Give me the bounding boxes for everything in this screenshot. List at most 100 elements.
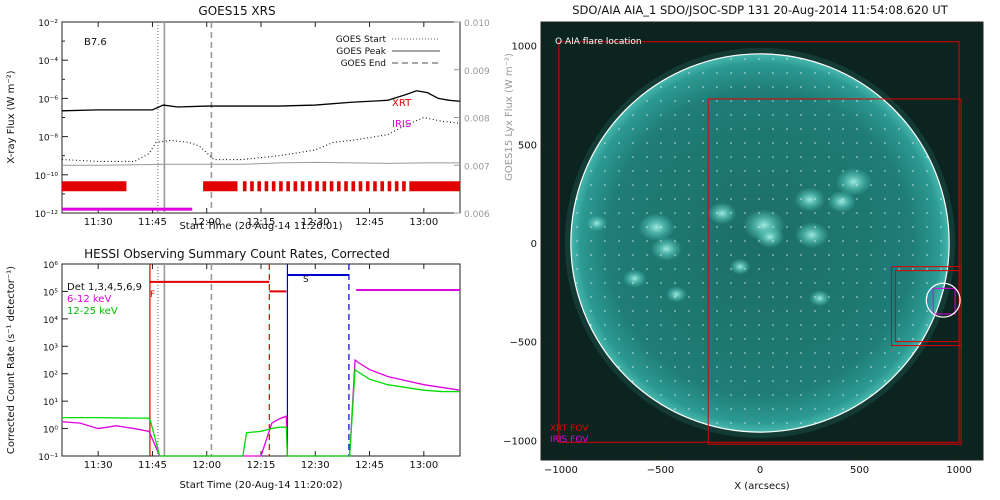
hessi-y-tick-label: 10⁵ [43,288,58,298]
goes-coverage-xrt [358,181,363,192]
goes-ylabel-left: X-ray Flux (W m⁻²) [6,70,17,163]
aia-x-tick-label: 1000 [946,465,971,476]
aia-limb-circle [570,53,950,433]
aia-x-tick-label: 0 [757,465,763,476]
hessi-y-tick-label: 10² [43,371,58,381]
hessi-y-tick-label: 10¹ [43,398,58,408]
goes-coverage-xrt [394,181,399,192]
hessi-legend-6-12: 6-12 keV [67,294,111,305]
aia-fov-overlays [558,41,962,445]
goes-y-tick-label: 10⁻¹⁰ [35,172,59,182]
hessi-event-lines [149,264,350,456]
goes-coverage-xrt [365,181,370,192]
goes-y-tick-label: 10⁻² [38,19,58,29]
goes-coverage-xrt [373,181,377,192]
aia-y-tick-label: 1000 [512,42,537,53]
goes-x-tick-label: 11:45 [138,217,167,228]
aia-frame [540,21,984,461]
goes-x-tick-label: 11:30 [84,217,113,228]
goes-yright-tick-label: 0.007 [464,162,490,172]
goes-coverage-xrt [351,181,356,192]
goes-coverage-xrt [409,181,460,192]
goes-series [61,90,461,166]
hessi-series-6-12-kev [61,358,461,457]
goes-coverage-xrt [279,181,283,192]
goes-series-line [61,90,461,112]
goes-xrt-label: XRT [392,98,412,109]
aia-y-tick-label: 0 [531,239,537,250]
goes-ylabel-right: GOES15 Lyx Flux (W m⁻²) [504,53,515,181]
hessi-series [61,358,461,457]
hessi-panel: HESSI Observing Summary Count Rates, Cor… [6,247,461,491]
legend-goes-start: GOES Start [336,35,387,45]
hessi-y-tick-label: 10⁻¹ [38,453,58,463]
hessi-y-tick-label: 10⁶ [43,261,58,271]
goes-coverage-xrt [322,181,327,192]
legend-goes-end: GOES End [341,59,386,69]
goes-y-tick-label: 10⁻⁴ [38,57,58,67]
hessi-legend: Det 1,3,4,5,6,9 6-12 keV 12-25 keV [67,282,142,317]
hessi-y-tick-label: 10³ [43,343,58,353]
hessi-x-tick-label: 12:45 [355,460,384,471]
goes-x-tick-label: 12:30 [301,217,330,228]
goes-coverage-xrt [380,181,385,192]
goes-xlabel: Start Time (20-Aug-14 11:20:01) [179,221,342,232]
aia-xlabel: X (arcsecs) [734,481,790,492]
goes-coverage-xrt [271,181,276,192]
goes-coverage-xrt [402,181,406,192]
aia-title: SDO/AIA AIA_1 SDO/JSOC-SDP 131 20-Aug-20… [572,3,948,17]
goes-legend: GOES Start GOES Peak GOES End [336,35,440,69]
goes-axes: 11:30 11:45 12:00 12:15 12:30 12:45 13:00 10⁻¹²… [35,19,490,228]
goes-coverage-xrt [300,181,305,192]
aia-sun-disk [564,47,956,439]
goes-y-tick-label: 10⁻⁶ [38,95,58,105]
goes-series-line [62,161,460,166]
goes-coverage-xrt [293,181,298,192]
hessi-x-tick-label: 12:30 [301,460,330,471]
goes-coverage-xrt [62,181,127,192]
hessi-x-tick-label: 13:00 [409,460,438,471]
goes-title: GOES15 XRS [198,4,275,18]
aia-y-tick-label: −500 [510,338,537,349]
hessi-title: HESSI Observing Summary Count Rates, Cor… [84,247,390,261]
goes-coverage-xrt [387,181,392,192]
goes-x-tick-label: 12:15 [247,217,276,228]
hessi-legend-detectors: Det 1,3,4,5,6,9 [67,282,142,293]
hessi-legend-12-25: 12-25 keV [67,306,118,317]
goes-coverage-xrt [257,181,261,192]
aia-fov-box [932,287,956,315]
goes-coverage-iris [62,207,193,211]
hessi-flag-s-label: S [303,275,309,285]
hessi-x-tick-label: 11:30 [84,460,113,471]
goes-coverage-xrt [250,181,254,192]
goes-coverage-xrt [329,181,334,192]
aia-fov-box [890,266,962,347]
goes-coverage-xrt [336,181,341,192]
hessi-x-tick-label: 12:15 [247,460,276,471]
aia-iris-fov-label: IRIS FOV [550,435,589,445]
aia-x-tick-label: −1000 [544,465,578,476]
goes-coverage-bars [62,181,460,211]
goes-coverage-xrt [344,181,348,192]
aia-grid-dots [570,53,950,433]
goes-iris-label: IRIS [392,119,411,130]
goes-class-label: B7.6 [84,37,107,48]
aia-xrt-fov-label: XRT FOV [550,424,589,434]
goes-coverage-xrt [203,181,238,192]
aia-fov-box [558,41,960,443]
goes-coverage-xrt [264,181,269,192]
goes-yright-tick-label: 0.008 [464,115,490,125]
hessi-flag-bars [149,273,460,293]
hessi-xlabel: Start Time (20-Aug-14 11:20:02) [179,480,342,491]
goes-y-tick-label: 10⁻¹² [35,210,59,220]
goes-coverage-xrt [242,181,247,192]
hessi-x-tick-label: 11:45 [138,460,167,471]
aia-y-tick-label: 500 [518,140,537,151]
goes-coverage-xrt [286,181,290,192]
goes-yright-tick-label: 0.009 [464,67,490,77]
hessi-x-tick-label: 12:00 [192,460,221,471]
hessi-y-tick-label: 10⁰ [43,426,58,436]
aia-axes: −1000 −500 0 500 1000 −1000 −500 0 500 1000 [503,21,984,476]
aia-flare-legend: O AIA flare location [555,37,642,47]
